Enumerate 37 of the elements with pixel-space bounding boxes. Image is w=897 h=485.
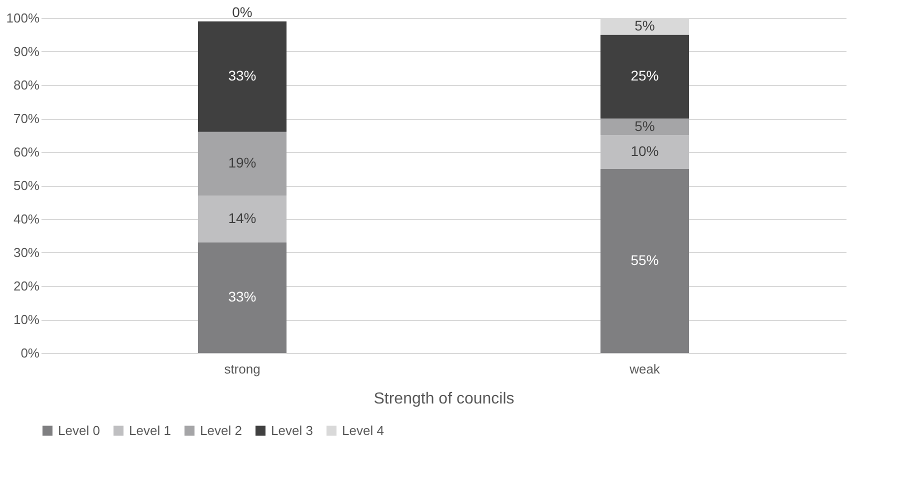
y-tick-label: 40% [13, 212, 40, 226]
y-tick-label: 80% [13, 78, 40, 92]
data-label: 5% [634, 118, 655, 134]
legend-label: Level 3 [271, 422, 313, 438]
y-tick-label: 100% [6, 10, 40, 26]
bar [600, 135, 690, 169]
data-label: 10% [630, 143, 659, 159]
legend-label: Level 0 [58, 422, 100, 438]
y-tick-label: 0% [20, 346, 40, 360]
bar [600, 118, 690, 136]
x-axis-title: Strength of councils [374, 390, 514, 408]
data-label: 33% [228, 288, 256, 305]
data-label: 0% [232, 4, 252, 20]
y-tick-label: 90% [13, 44, 40, 59]
data-label: 25% [630, 68, 659, 84]
legend-label: Level 1 [129, 422, 171, 438]
bar [198, 132, 287, 196]
y-tick-label: 70% [13, 111, 40, 126]
y-tick-label: 30% [13, 245, 40, 260]
data-label: 14% [228, 210, 256, 226]
y-tick-label: 60% [13, 144, 40, 160]
bar [198, 21, 287, 132]
data-label: 33% [228, 68, 256, 84]
y-tick-label: 10% [13, 312, 40, 327]
legend-label: Level 2 [200, 422, 242, 438]
bar [198, 242, 287, 353]
bar [600, 34, 690, 118]
data-label: 55% [630, 252, 659, 268]
x-tick-label: weak [628, 362, 660, 376]
data-label: 19% [228, 154, 256, 171]
data-label: 5% [634, 17, 655, 34]
legend-label: Level 4 [342, 422, 384, 438]
bar [198, 196, 287, 242]
bar [600, 168, 690, 353]
y-tick-label: 20% [13, 278, 40, 294]
y-tick-label: 50% [13, 178, 40, 193]
x-tick-label: strong [224, 362, 260, 376]
